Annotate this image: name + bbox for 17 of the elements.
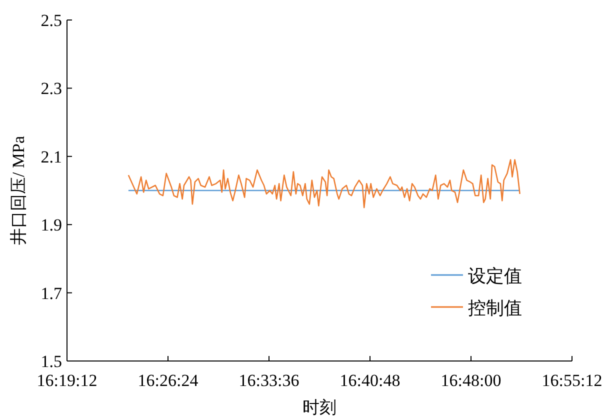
y-tick-label: 1.9	[40, 216, 62, 235]
legend-label: 设定值	[468, 266, 522, 286]
x-tick-label: 16:40:48	[340, 371, 400, 390]
x-axis-title: 时刻	[302, 398, 336, 417]
x-tick-label: 16:48:00	[440, 371, 502, 390]
x-tick-label: 16:55:12	[542, 371, 602, 390]
y-tick-label: 2.3	[40, 79, 62, 98]
y-tick-label: 2.1	[40, 147, 62, 166]
x-tick-label: 16:33:36	[238, 371, 300, 390]
x-tick-label: 16:19:12	[36, 371, 98, 390]
y-tick-label: 1.7	[40, 284, 62, 303]
y-tick-label: 2.5	[40, 11, 62, 30]
x-tick-label: 16:26:24	[138, 371, 199, 390]
y-tick-label: 1.5	[40, 352, 62, 371]
legend-label: 控制值	[468, 298, 522, 318]
y-axis-title: 井口回压/ MPa	[9, 136, 28, 246]
line-series	[128, 159, 520, 208]
